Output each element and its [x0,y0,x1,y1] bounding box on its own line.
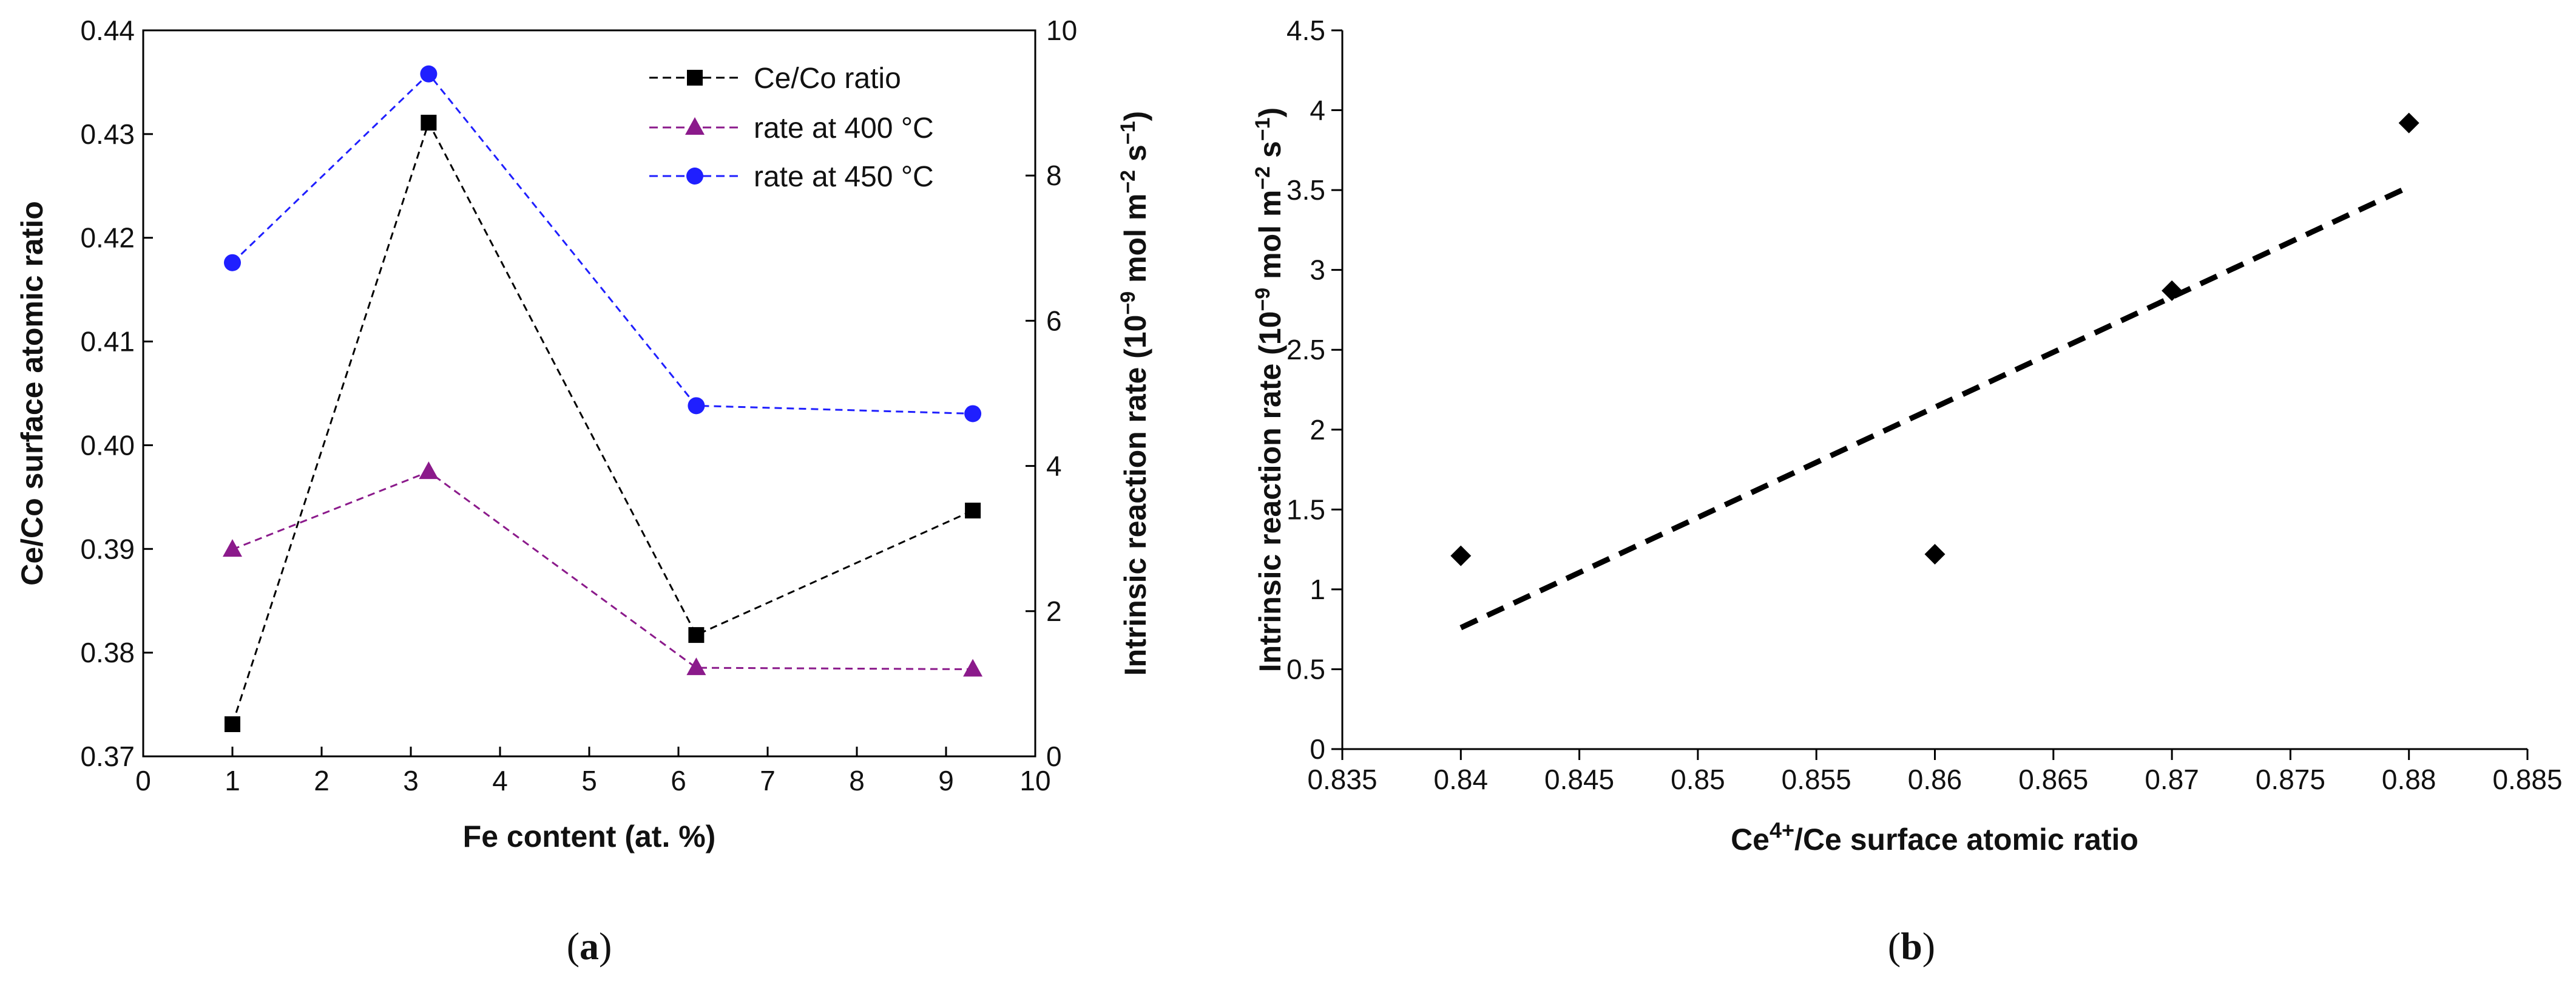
b-xtick-label-0-84: 0.84 [1434,764,1489,795]
b-ytick-label-1-5: 1.5 [1286,494,1325,525]
a-ytick-right-label-10: 10 [1046,15,1077,46]
a-ytick-left-label-0-40: 0.40 [80,429,135,461]
legend-marker-circle [686,168,703,185]
a-point-rate-at-400-c-2 [686,657,706,676]
legend-label-ce-co: Ce/Co ratio [754,63,901,95]
b-ytick-label-4: 4 [1310,95,1325,126]
b-tick-marks [1331,29,2529,760]
a-point-rate-at-450-c-2 [688,397,705,415]
panel-b: 0.835 0.84 0.845 0.85 0.855 0.86 0.865 0.87 0.87… [1251,15,2563,968]
a-ytick-left-label-0-37: 0.37 [80,741,135,772]
b-ytick-label-3: 3 [1310,254,1325,286]
legend-entry-rate-400: rate at 400 °C [649,112,934,144]
a-ytick-right-label-4: 4 [1046,450,1062,482]
a-point-ce-co-ratio-0 [225,716,240,733]
a-right-axis-label: Intrinsic reaction rate (10−9 mol m−2 s−… [1117,111,1152,676]
b-ytick-label-4-5: 4.5 [1286,15,1325,46]
a-xtick-label-7: 7 [760,765,776,796]
b-xtick-label-0-86: 0.86 [1908,764,1962,795]
a-ytick-left-label-0-44: 0.44 [80,15,135,46]
b-point-0 [1450,545,1472,566]
b-xtick-label-0-845: 0.845 [1544,764,1614,795]
a-point-ce-co-ratio-1 [421,115,437,131]
a-xtick-label-10: 10 [1019,765,1050,796]
b-x-axis-label: Ce4+/Ce surface atomic ratio [1731,818,2138,857]
b-y-axis-label: Intrinsic reaction rate (10−9 mol m−2 s−… [1251,107,1287,672]
a-ytick-left-label-0-42: 0.42 [80,222,135,254]
a-ytick-right-label-6: 6 [1046,305,1062,336]
a-point-rate-at-450-c-3 [964,405,982,422]
a-series-line-rate-at-450-c [231,72,973,415]
a-point-rate-at-450-c-1 [420,65,438,83]
a-series-group [223,65,983,733]
a-ytick-right-label-8: 8 [1046,160,1062,191]
legend-entry-rate-450: rate at 450 °C [649,161,934,193]
b-xtick-label-0-855: 0.855 [1782,764,1851,795]
b-ytick-label-2-5: 2.5 [1286,334,1325,365]
a-xtick-label-2: 2 [314,765,330,796]
a-point-ce-co-ratio-2 [688,627,705,643]
a-x-tick-labels: 0 1 2 3 4 5 6 7 8 9 10 [135,765,1050,796]
b-series-group [1450,112,2419,631]
a-xtick-label-3: 3 [403,765,419,796]
b-ytick-label-2: 2 [1310,414,1325,446]
b-ytick-label-3-5: 3.5 [1286,174,1325,206]
b-ytick-label-1: 1 [1310,574,1325,605]
b-xtick-label-0-835: 0.835 [1307,764,1377,795]
a-xtick-label-0: 0 [135,765,151,796]
a-point-rate-at-400-c-0 [223,539,242,557]
b-ytick-label-0: 0 [1310,733,1325,765]
a-legend: Ce/Co ratio rate at 400 °C rate at 450 °… [649,63,934,193]
b-xtick-label-0-865: 0.865 [2018,764,2088,795]
legend-entry-ce-co: Ce/Co ratio [649,63,901,95]
a-ytick-left-label-0-39: 0.39 [80,533,135,565]
a-x-axis-label: Fe content (at. %) [463,819,716,853]
a-xtick-label-5: 5 [581,765,597,796]
a-left-axis-label: Ce/Co surface atomic ratio [15,201,49,586]
a-series-line-ce-co-ratio [231,120,973,725]
legend-label-rate-450: rate at 450 °C [754,161,934,193]
b-point-3 [2398,112,2419,134]
b-xtick-label-0-875: 0.875 [2256,764,2325,795]
legend-marker-square [687,70,703,86]
b-xtick-label-0-88: 0.88 [2382,764,2436,795]
a-ytick-right-label-0: 0 [1046,741,1062,772]
a-xtick-label-8: 8 [849,765,865,796]
a-xtick-label-9: 9 [938,765,954,796]
legend-marker-triangle [685,117,705,135]
a-right-tick-labels: 0 2 4 6 8 10 [1046,15,1077,772]
b-caption: (b) [1888,925,1935,968]
a-xtick-label-6: 6 [671,765,686,796]
a-point-rate-at-450-c-0 [224,254,241,271]
b-xtick-label-0-85: 0.85 [1671,764,1725,795]
b-x-tick-labels: 0.835 0.84 0.845 0.85 0.855 0.86 0.865 0.87 0.87… [1307,764,2562,795]
a-point-rate-at-400-c-1 [419,461,439,480]
a-ytick-right-label-2: 2 [1046,595,1062,627]
a-point-ce-co-ratio-3 [965,503,981,519]
a-xtick-label-1: 1 [225,765,240,796]
panel-a: 0 1 2 3 4 5 6 7 8 9 10 0.37 0.38 0.39 0.40 0.41 0.42 0.4… [15,15,1152,968]
b-point-2 [2162,280,2183,301]
b-xtick-label-0-885: 0.885 [2492,764,2562,795]
a-point-rate-at-400-c-3 [963,659,983,677]
b-xtick-label-0-87: 0.87 [2145,764,2199,795]
a-ytick-left-label-0-41: 0.41 [80,326,135,358]
a-tick-marks [142,29,1036,758]
legend-label-rate-400: rate at 400 °C [754,112,934,144]
a-caption: (a) [567,925,612,968]
a-xtick-label-4: 4 [492,765,508,796]
a-ytick-left-label-0-38: 0.38 [80,637,135,668]
b-point-1 [1924,544,1946,565]
a-left-tick-labels: 0.37 0.38 0.39 0.40 0.41 0.42 0.43 0.44 [80,15,135,772]
b-ytick-label-0-5: 0.5 [1286,653,1325,685]
b-y-tick-labels: 0 0.5 1 1.5 2 2.5 3 3.5 4 4.5 [1286,15,1325,765]
a-ytick-left-label-0-43: 0.43 [80,118,135,150]
a-series-line-rate-at-400-c [232,470,973,670]
